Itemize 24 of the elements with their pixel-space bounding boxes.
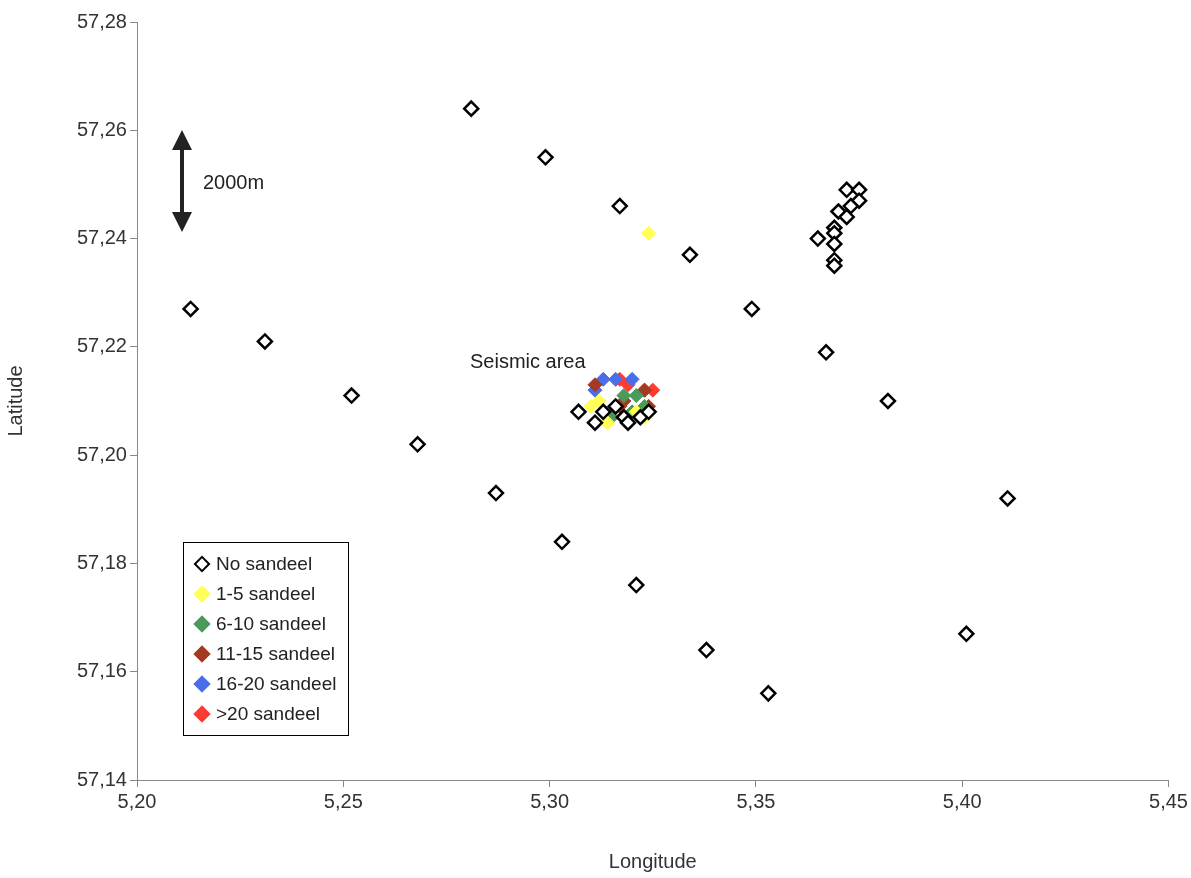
- y-tick-label: 57,16: [76, 659, 127, 682]
- y-tick-label: 57,20: [76, 442, 127, 465]
- legend-label: No sandeel: [216, 553, 313, 575]
- x-axis-title: Longitude: [608, 849, 697, 872]
- x-tick-label: 5,30: [530, 789, 570, 812]
- y-tick-label: 57,24: [76, 226, 127, 249]
- y-tick-label: 57,26: [76, 117, 127, 140]
- x-tick-label: 5,35: [736, 789, 776, 812]
- x-tick-label: 5,20: [117, 789, 157, 812]
- x-tick-label: 5,25: [323, 789, 363, 812]
- x-tick-label: 5,40: [942, 789, 982, 812]
- annotation: 2000m: [203, 170, 265, 193]
- y-tick-label: 57,14: [76, 767, 127, 790]
- y-tick-label: 57,28: [76, 9, 127, 32]
- legend-label: >20 sandeel: [216, 703, 321, 725]
- legend-label: 16-20 sandeel: [216, 673, 337, 695]
- x-tick-label: 5,45: [1149, 789, 1189, 812]
- legend-label: 1-5 sandeel: [216, 583, 316, 605]
- annotation: Seismic area: [470, 349, 587, 372]
- legend-label: 6-10 sandeel: [216, 613, 326, 635]
- y-axis-title: Latitude: [3, 365, 26, 437]
- y-tick-label: 57,18: [76, 550, 127, 573]
- y-tick-label: 57,22: [76, 334, 127, 357]
- legend-label: 11-15 sandeel: [216, 643, 336, 665]
